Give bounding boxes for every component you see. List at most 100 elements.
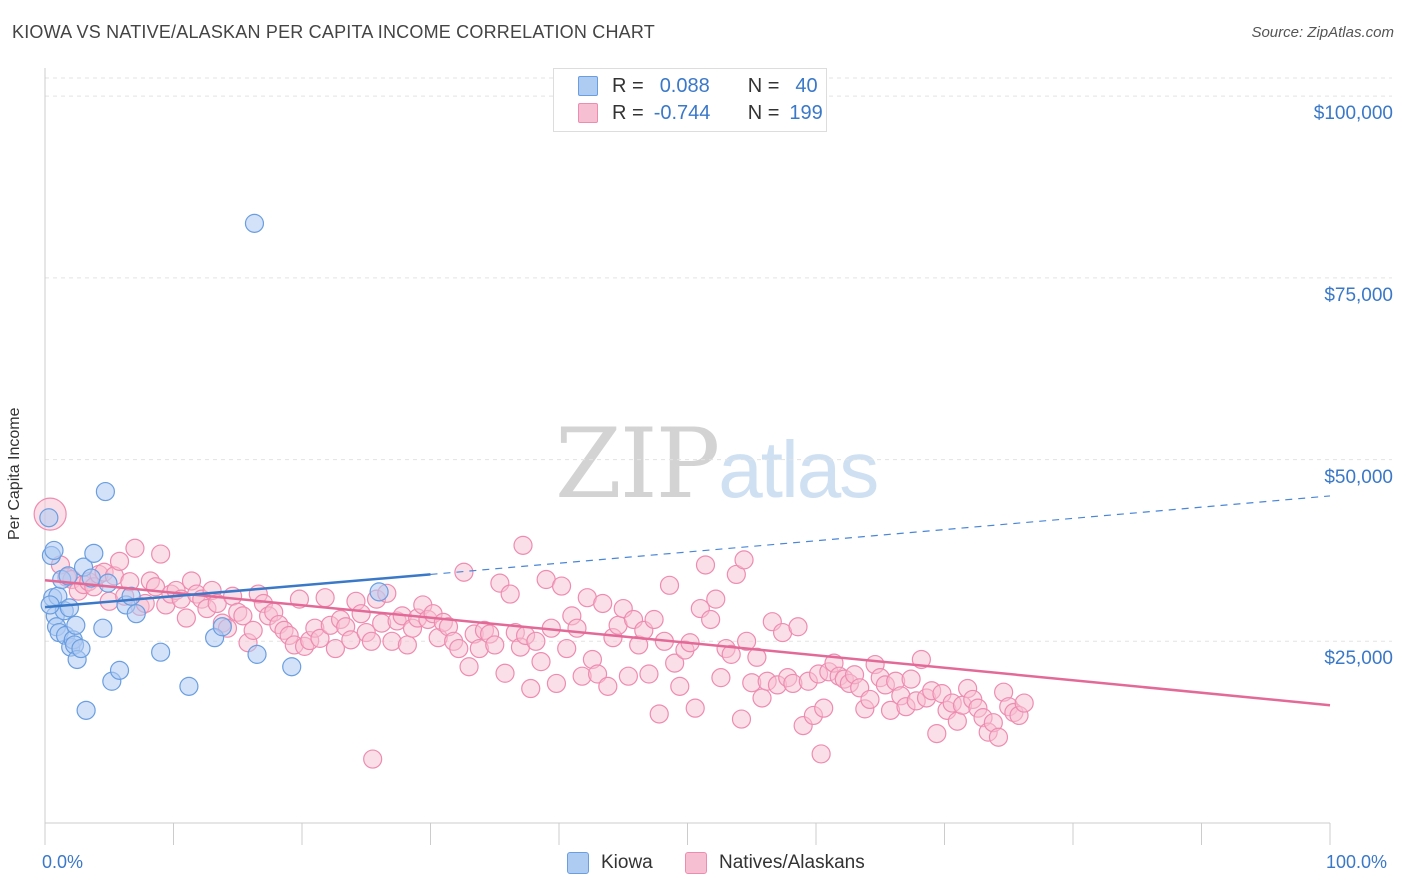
natives-point (310, 628, 330, 648)
kiowa-point (282, 657, 302, 677)
natives-point (644, 609, 664, 630)
kiowa-point (179, 676, 199, 696)
natives-point (176, 608, 196, 628)
natives-point (598, 676, 618, 696)
natives-point (341, 630, 361, 650)
y-tick-label: $50,000 (1324, 466, 1393, 488)
kiowa-point (44, 540, 64, 561)
kiowa-point (369, 582, 389, 602)
natives-point (551, 576, 572, 596)
kiowa-trendline-extension (430, 495, 1331, 576)
natives-point (109, 551, 130, 571)
natives-point (351, 604, 371, 624)
kiowa-swatch (567, 852, 589, 874)
natives-swatch (685, 852, 707, 874)
stats-row-natives: R = -0.744 N = 199 (554, 100, 823, 126)
natives-point (670, 676, 690, 696)
legend-label: Kiowa (601, 852, 653, 873)
legend-item-kiowa[interactable]: Kiowa (567, 852, 653, 874)
kiowa-point (212, 617, 232, 637)
n-value: 40 (795, 74, 818, 97)
kiowa-point (98, 573, 118, 593)
natives-point (526, 631, 546, 651)
natives-point (788, 617, 808, 637)
y-tick-label: $25,000 (1324, 648, 1393, 670)
legend: Kiowa Natives/Alaskans (0, 852, 1406, 878)
y-tick-label: $75,000 (1324, 284, 1393, 306)
stats-box: R = 0.088 N = 40 R = -0.744 N = 199 (553, 68, 827, 132)
natives-swatch (578, 103, 598, 123)
natives-point (814, 698, 834, 718)
stats-row-kiowa: R = 0.088 N = 40 (554, 73, 818, 99)
y-axis-label: Per Capita Income (6, 407, 23, 540)
natives-point (731, 709, 752, 729)
kiowa-point (59, 598, 80, 618)
natives-point (233, 606, 253, 626)
natives-point (659, 575, 680, 595)
natives-point (811, 744, 831, 764)
n-label: N = (747, 101, 780, 124)
kiowa-point (126, 604, 146, 624)
n-value: 199 (789, 101, 823, 124)
natives-point (711, 668, 731, 688)
natives-point (618, 666, 638, 686)
natives-point (500, 584, 520, 604)
natives-point (315, 588, 335, 608)
natives-point (701, 609, 721, 630)
natives-point (593, 593, 613, 614)
natives-point (649, 704, 669, 724)
natives-point (685, 698, 705, 718)
kiowa-point (244, 213, 265, 233)
kiowa-point (66, 615, 86, 635)
natives-point (521, 678, 541, 699)
natives-point (721, 644, 741, 664)
kiowa-trendline (44, 573, 431, 609)
natives-point (557, 638, 577, 659)
natives-point (495, 663, 515, 683)
x-tick-label-min: 0.0% (42, 852, 84, 872)
natives-point (587, 664, 608, 684)
source-label: Source: ZipAtlas.com (1251, 24, 1394, 41)
natives-trendline (44, 578, 1331, 707)
kiowa-swatch (578, 76, 598, 96)
natives-point (531, 652, 551, 672)
r-value: -0.744 (653, 101, 711, 124)
natives-point (125, 538, 145, 558)
natives-point (363, 749, 383, 769)
n-label: N = (747, 74, 780, 97)
legend-label: Natives/Alaskans (719, 852, 865, 873)
natives-point (1014, 693, 1034, 713)
kiowa-point (93, 618, 113, 638)
r-label: R = (612, 74, 644, 97)
legend-item-natives[interactable]: Natives/Alaskans (685, 852, 865, 874)
natives-point (927, 723, 947, 744)
natives-point (546, 673, 567, 694)
kiowa-point (247, 644, 267, 664)
natives-point (695, 555, 716, 575)
kiowa-point (76, 700, 96, 720)
r-label: R = (612, 101, 644, 124)
natives-point (639, 664, 659, 684)
natives-point (513, 535, 533, 555)
natives-point (397, 635, 417, 655)
kiowa-point (39, 508, 59, 528)
chart-title: KIOWA VS NATIVE/ALASKAN PER CAPITA INCOM… (12, 22, 655, 42)
natives-point (734, 550, 754, 570)
r-value: 0.088 (659, 74, 710, 97)
natives-point (860, 689, 880, 710)
natives-point (947, 711, 967, 731)
natives-point (485, 635, 505, 655)
kiowa-point (109, 660, 130, 680)
natives-point (361, 631, 381, 651)
natives-point (737, 631, 757, 651)
x-tick-label-max: 100.0% (1326, 852, 1388, 872)
natives-point (988, 727, 1009, 747)
kiowa-point (71, 638, 91, 659)
natives-point (665, 653, 685, 673)
natives-point (151, 544, 171, 564)
natives-point (454, 562, 474, 582)
kiowa-point (95, 481, 115, 502)
y-tick-label: $100,000 (1313, 103, 1393, 125)
natives-point (207, 593, 227, 614)
